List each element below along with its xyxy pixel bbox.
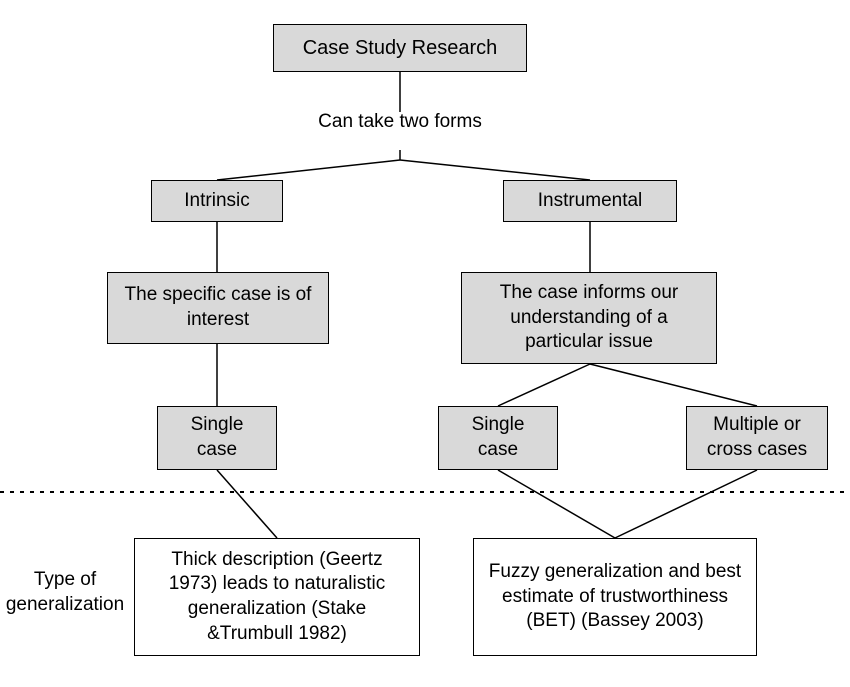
node-intrinsic: Intrinsic xyxy=(151,180,283,222)
label-can-take-two-forms: Can take two forms xyxy=(313,110,487,135)
node-case-informs: The case informs our understanding of a … xyxy=(461,272,717,364)
node-instrumental: Instrumental xyxy=(503,180,677,222)
node-single-case-right: Single case xyxy=(438,406,558,470)
node-root: Case Study Research xyxy=(273,24,527,72)
node-fuzzy-generalization: Fuzzy generalization and best estimate o… xyxy=(473,538,757,656)
label-type-of-generalization: Type of generalization xyxy=(0,568,130,617)
node-specific-case: The specific case is of interest xyxy=(107,272,329,344)
node-single-case-left: Single case xyxy=(157,406,277,470)
node-thick-description: Thick description (Geertz 1973) leads to… xyxy=(134,538,420,656)
node-multiple-cross-cases: Multiple or cross cases xyxy=(686,406,828,470)
